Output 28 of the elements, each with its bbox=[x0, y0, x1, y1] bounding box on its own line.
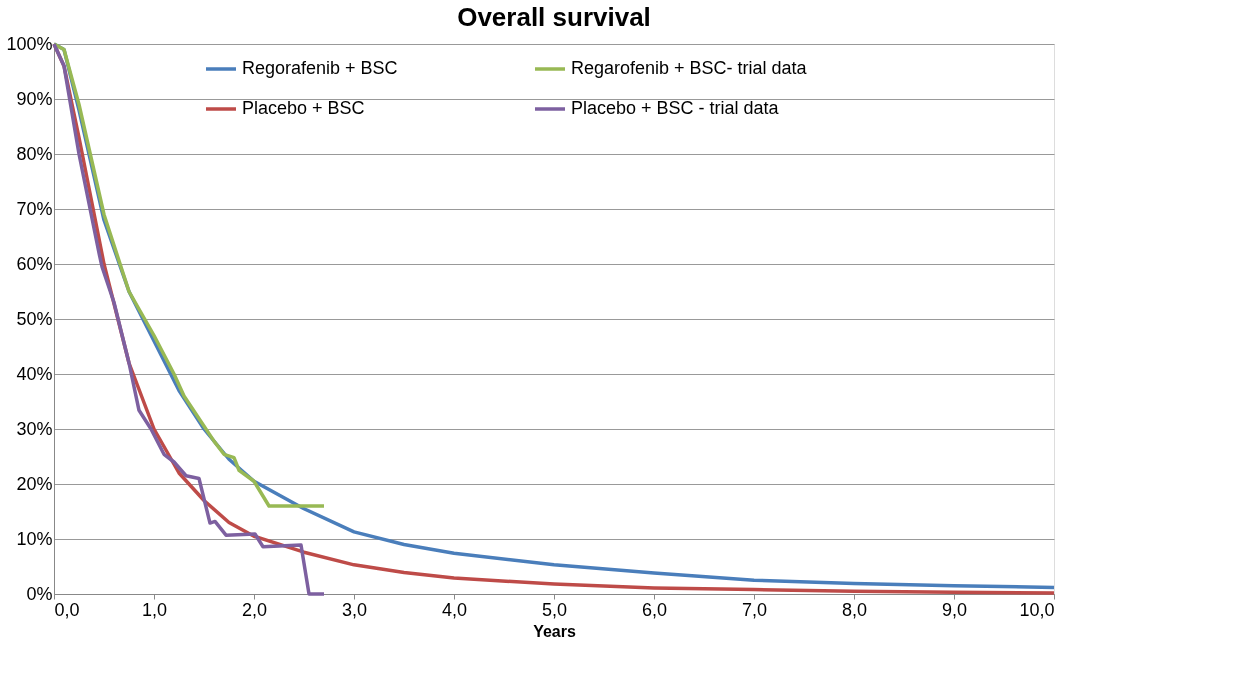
x-tick-label: 9,0 bbox=[941, 599, 968, 620]
legend-label: Placebo + BSC bbox=[242, 98, 365, 118]
y-tick-label: 30% bbox=[16, 418, 53, 439]
x-tick-label: 2,0 bbox=[241, 599, 268, 620]
x-tick-label: 8,0 bbox=[841, 599, 868, 620]
y-tick-label: 70% bbox=[16, 198, 53, 219]
x-tick-label: 1,0 bbox=[141, 599, 168, 620]
y-tick-label: 90% bbox=[16, 88, 53, 109]
x-tick-label: 10,0 bbox=[1019, 599, 1055, 620]
x-tick-label: 7,0 bbox=[741, 599, 768, 620]
x-tick-label: 5,0 bbox=[541, 599, 568, 620]
legend-label: Placebo + BSC - trial data bbox=[571, 98, 780, 118]
y-tick-label: 80% bbox=[16, 143, 53, 164]
x-tick-label: 6,0 bbox=[641, 599, 668, 620]
x-tick-label: 4,0 bbox=[441, 599, 468, 620]
y-tick-label: 10% bbox=[16, 528, 53, 549]
y-tick-label: 60% bbox=[16, 253, 53, 274]
y-tick-label: 0% bbox=[26, 583, 53, 604]
x-axis-title: Years bbox=[533, 622, 576, 640]
y-tick-label: 100% bbox=[6, 33, 53, 54]
y-tick-label: 50% bbox=[16, 308, 53, 329]
y-tick-label: 40% bbox=[16, 363, 53, 384]
chart-title: Overall survival bbox=[457, 2, 651, 32]
x-tick-label: 0,0 bbox=[54, 599, 80, 620]
legend-label: Regarofenib + BSC- trial data bbox=[571, 58, 808, 78]
legend-label: Regorafenib + BSC bbox=[242, 58, 398, 78]
y-tick-label: 20% bbox=[16, 473, 53, 494]
x-tick-label: 3,0 bbox=[341, 599, 368, 620]
